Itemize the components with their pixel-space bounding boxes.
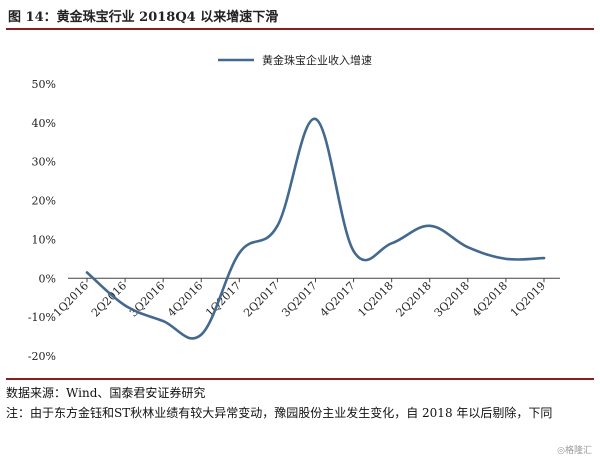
x-tick-label: 1Q2019 [508,279,548,319]
y-tick-label: 0% [39,272,56,285]
watermark: ◎格隆汇 [557,446,592,456]
data-point [314,117,317,121]
x-tick-label: 2Q2018 [394,279,434,319]
title-bar: 图 14：黄金珠宝行业 2018Q4 以来增速下滑 [6,4,594,30]
data-point [390,242,393,245]
x-tick-label: 4Q2016 [165,279,205,319]
y-tick-label: -10% [28,311,56,324]
x-tick-label: 4Q2017 [317,279,357,319]
y-tick-label: 20% [32,195,56,208]
x-tick-label: 2Q2016 [89,279,129,319]
y-tick-label: 40% [32,117,56,130]
data-point [352,249,355,253]
x-tick-label: 3Q2018 [432,279,472,319]
data-point [238,251,241,255]
y-tick-label: -20% [28,350,56,363]
x-tick-label: 3Q2016 [127,279,167,319]
source-text: 数据来源：Wind、国泰君安证券研究 [6,386,206,400]
y-axis: 50% 40% 30% 20% 10% 0% -10% -20% [28,78,56,363]
y-tick-label: 50% [32,78,56,91]
chart-title: 图 14：黄金珠宝行业 2018Q4 以来增速下滑 [8,10,279,25]
y-tick-label: 10% [32,233,56,246]
data-point [85,271,89,274]
x-tick-label: 1Q2016 [51,279,91,319]
data-point [276,224,279,228]
x-tick-label: 2Q2017 [241,279,281,319]
y-tick-label: 30% [32,156,56,169]
data-point [542,256,546,260]
x-tick-label: 4Q2018 [470,279,510,319]
series-layer [85,117,546,340]
line-chart: 黄金珠宝企业收入增速 50% 40% 30% 20% 10% 0% -10% -20% 1Q2… [28,53,560,363]
data-point [466,246,470,249]
footer: 数据来源：Wind、国泰君安证券研究 注：由于东方金钰和ST秋林业绩有较大异常变… [6,378,594,423]
note-text: 注：由于东方金钰和ST秋林业绩有较大异常变动，豫园股份主业发生变化，自 2018… [6,406,553,420]
legend-label: 黄金珠宝企业收入增速 [262,53,372,67]
data-point [504,257,508,261]
data-point [200,333,203,336]
data-point [123,304,127,307]
data-point [161,319,165,323]
x-axis: 1Q20162Q20163Q20164Q20161Q20172Q20173Q20… [51,277,560,320]
x-tick-label: 1Q2018 [355,279,395,319]
x-tick-label: 3Q2017 [279,279,319,319]
legend: 黄金珠宝企业收入增速 [218,53,372,67]
data-point [428,224,431,228]
